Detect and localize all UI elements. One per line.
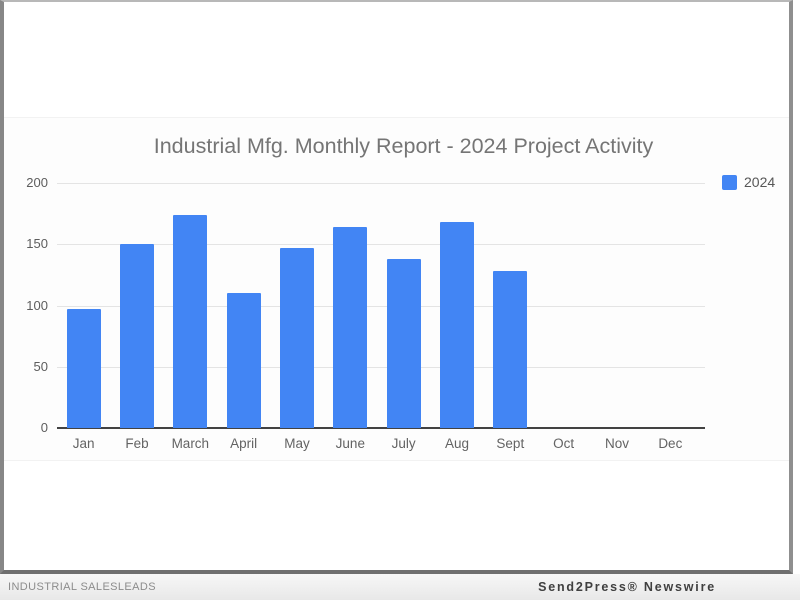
bar-aug bbox=[440, 222, 474, 428]
x-label-sept: Sept bbox=[496, 436, 525, 451]
x-label-july: July bbox=[391, 436, 416, 451]
chart-title: Industrial Mfg. Monthly Report - 2024 Pr… bbox=[153, 134, 654, 158]
y-tick-label-50: 50 bbox=[33, 358, 48, 374]
chart-figure: Industrial Mfg. Monthly Report - 2024 Pr… bbox=[4, 117, 789, 461]
x-label-aug: Aug bbox=[444, 436, 469, 451]
x-label-may: May bbox=[284, 436, 310, 451]
bar-april bbox=[226, 293, 261, 428]
x-label-dec: Dec bbox=[658, 436, 683, 451]
x-label-june: June bbox=[335, 436, 365, 451]
legend-swatch-2024 bbox=[722, 175, 737, 190]
bar-feb bbox=[120, 244, 154, 428]
x-label-oct: Oct bbox=[553, 436, 575, 451]
y-tick-label-100: 100 bbox=[26, 297, 48, 313]
bar-may bbox=[280, 248, 314, 428]
legend-label-2024: 2024 bbox=[744, 174, 776, 190]
news-image-card: Industrial Mfg. Monthly Report - 2024 Pr… bbox=[0, 0, 793, 574]
y-tick-label-200: 200 bbox=[26, 175, 48, 191]
gridline-200 bbox=[57, 183, 705, 185]
bar-jan bbox=[66, 309, 101, 428]
caption-source-label: INDUSTRIAL SALESLEADS bbox=[8, 581, 156, 593]
x-axis-line bbox=[57, 427, 705, 429]
x-label-nov: Nov bbox=[604, 436, 629, 451]
image-caption-bar: INDUSTRIAL SALESLEADS Send2Press® Newswi… bbox=[0, 574, 800, 600]
y-tick-label-0: 0 bbox=[40, 420, 48, 435]
caption-newswire-label: Send2Press® Newswire bbox=[538, 580, 716, 594]
x-label-april: April bbox=[230, 436, 258, 451]
y-tick-label-150: 150 bbox=[26, 236, 48, 252]
bar-march bbox=[173, 215, 208, 428]
x-label-jan: Jan bbox=[72, 436, 95, 451]
bar-sept bbox=[493, 271, 528, 428]
plot-area: 0 50 100 150 200 Jan Feb March April May June July A… bbox=[4, 118, 789, 460]
bar-june bbox=[333, 227, 368, 428]
gridline-100 bbox=[57, 305, 705, 307]
x-label-march: March bbox=[171, 436, 210, 451]
x-label-feb: Feb bbox=[125, 436, 149, 451]
gridline-50 bbox=[57, 366, 705, 368]
gridline-150 bbox=[57, 244, 705, 246]
bar-july bbox=[386, 259, 421, 428]
